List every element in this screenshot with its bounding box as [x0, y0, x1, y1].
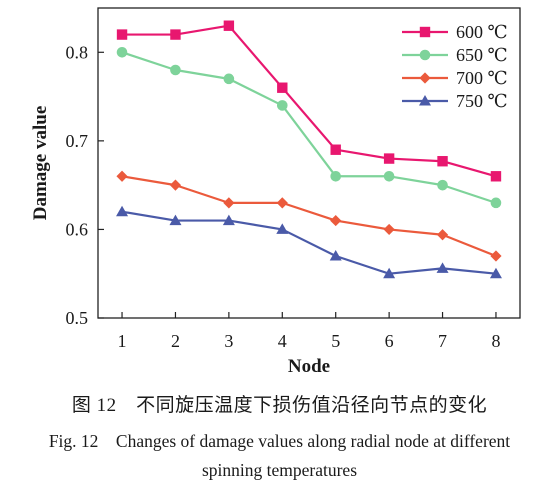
series-1-point-3 — [276, 100, 288, 111]
caption-chinese: 图 12 不同旋压温度下损伤值沿径向节点的变化 — [71, 395, 488, 416]
series-0-point-1 — [170, 29, 181, 40]
series-1-point-1 — [170, 64, 181, 76]
series-2-point-5 — [383, 223, 395, 236]
caption-english-line-1: Fig. 12 Changes of damage values along r… — [48, 431, 511, 451]
legend-marker-1 — [419, 49, 431, 61]
series-1-point-6 — [437, 179, 448, 191]
series-2-point-1 — [169, 179, 182, 191]
legend-label-1: 650 ℃ — [456, 45, 508, 65]
x-tick-label-6: 7 — [438, 331, 447, 351]
x-tick-label-7: 8 — [491, 331, 500, 351]
series-3-point-7 — [489, 267, 502, 279]
series-3-point-0 — [116, 205, 129, 217]
legend-marker-0 — [419, 26, 431, 38]
series-2-point-3 — [276, 197, 288, 209]
legend-marker-3 — [419, 95, 431, 106]
y-tick-label-1: 0.6 — [66, 219, 89, 239]
y-tick-label-3: 0.8 — [66, 42, 89, 62]
series-0-point-3 — [277, 82, 288, 93]
damage-line-chart: 0.5 0.6 0.7 0.8 1 2 3 4 5 6 7 8 Node Damage value 600 … — [30, 7, 521, 377]
series-1-point-5 — [383, 170, 395, 182]
series-0-point-5 — [383, 153, 395, 164]
x-tick-label-1: 2 — [171, 331, 180, 351]
y-tick-label-2: 0.7 — [66, 131, 89, 151]
y-tick-label-0: 0.5 — [66, 308, 89, 328]
series-1-point-7 — [490, 197, 502, 209]
series-line-0 — [122, 24, 497, 178]
plot-frame — [97, 7, 521, 319]
series-2-point-7 — [490, 250, 502, 262]
series-line-3 — [121, 210, 497, 275]
series-2-point-2 — [223, 197, 235, 209]
series-3-point-4 — [329, 250, 342, 261]
series-0-point-7 — [490, 171, 502, 182]
series-3-point-3 — [276, 223, 289, 234]
caption-english-line-2: spinning temperatures — [201, 460, 358, 480]
x-tick-label-3: 4 — [278, 331, 287, 351]
series-3-point-1 — [169, 214, 182, 226]
series-3-point-5 — [383, 267, 396, 279]
series-0-point-2 — [223, 20, 235, 31]
legend-label-0: 600 ℃ — [456, 22, 508, 42]
series-line-1 — [121, 51, 497, 204]
series-line-2 — [121, 175, 497, 258]
series-1-point-2 — [223, 73, 235, 85]
series-2-point-6 — [436, 229, 449, 241]
series-0-point-0 — [116, 29, 128, 40]
series-0-point-6 — [437, 156, 448, 167]
x-tick-label-4: 5 — [331, 331, 340, 351]
series-0-point-4 — [330, 144, 341, 155]
x-tick-label-0: 1 — [118, 331, 127, 351]
series-2-point-0 — [116, 170, 128, 182]
series-2-point-4 — [330, 214, 342, 227]
series-3-point-2 — [222, 214, 235, 226]
y-axis-title: Damage value — [30, 106, 51, 221]
series-1-point-4 — [330, 170, 342, 182]
x-tick-label-2: 3 — [224, 331, 233, 351]
x-tick-label-5: 6 — [385, 331, 394, 351]
series-1-point-0 — [116, 46, 128, 58]
series-3-point-6 — [436, 262, 449, 273]
legend-label-2: 700 ℃ — [456, 68, 508, 88]
x-axis-title: Node — [288, 356, 330, 377]
legend-label-3: 750 ℃ — [456, 91, 508, 111]
legend-marker-2 — [419, 72, 431, 84]
